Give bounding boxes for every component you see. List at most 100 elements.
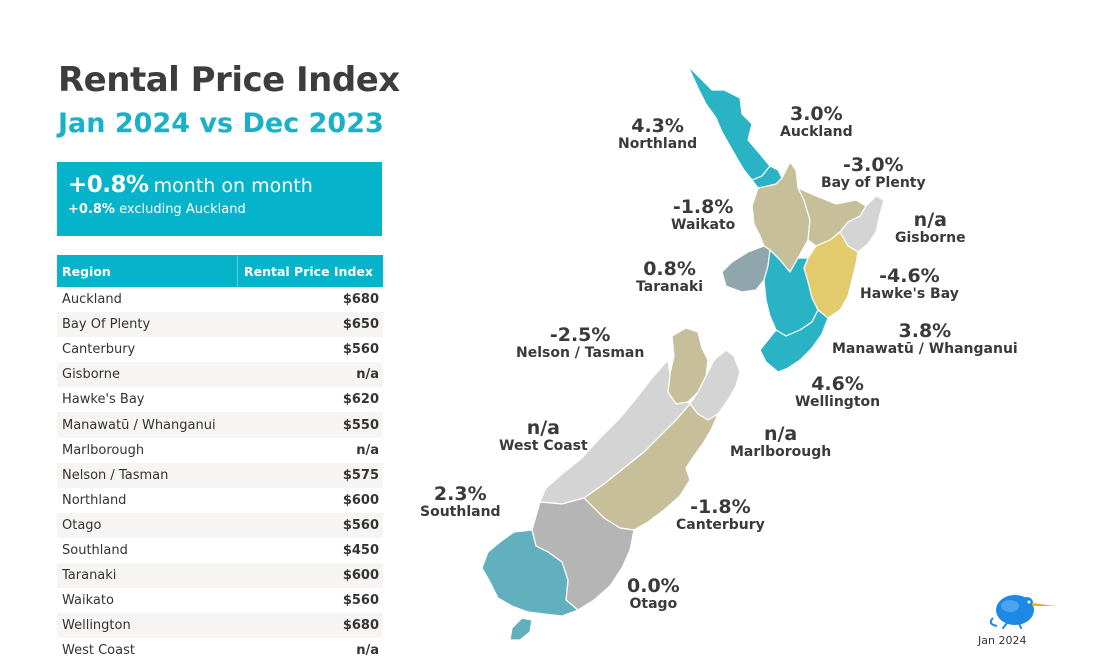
map-region-wellington[interactable]: [759, 309, 829, 373]
change-value: 2.3%: [433, 483, 487, 505]
change-value: 0.0%: [627, 575, 680, 597]
region-name: Hawke's Bay: [860, 286, 959, 302]
row-region: Southland: [62, 542, 128, 558]
row-value: $620: [342, 392, 379, 408]
region-name: Southland: [420, 504, 501, 520]
region-name: Waikato: [671, 217, 736, 233]
table-row: Southland $450: [57, 538, 383, 563]
change-value: -4.6%: [879, 265, 940, 287]
region-name: Auckland: [780, 124, 853, 140]
change-value: 3.8%: [898, 320, 952, 342]
row-value: $600: [237, 563, 383, 589]
region-name: Nelson / Tasman: [516, 345, 645, 361]
map-label-taranaki: 0.8% Taranaki: [636, 259, 703, 295]
map-label-marlborough: n/a Marlborough: [730, 424, 831, 460]
row-region: Auckland: [62, 292, 122, 308]
table-row: Northland $600: [57, 488, 383, 513]
column-header-region[interactable]: Region: [57, 255, 238, 287]
row-value: $575: [237, 462, 383, 488]
table-row: Bay Of Plenty $650: [57, 312, 383, 338]
map-label-southland: 2.3% Southland: [420, 484, 501, 520]
summary-headline: +0.8% month on month: [68, 172, 371, 198]
row-region: Nelson / Tasman: [57, 462, 238, 488]
rental-price-table: Region Rental Price Index Auckland $680 B…: [57, 255, 383, 663]
page-title: Rental Price Index: [58, 60, 400, 100]
table-row: Hawke's Bay $620: [57, 387, 383, 412]
row-region: Hawke's Bay: [62, 392, 145, 408]
row-value: $550: [237, 412, 383, 438]
map-label-bay-of-plenty: -3.0% Bay of Plenty: [821, 155, 926, 191]
region-name: West Coast: [499, 438, 588, 454]
map-region-southland[interactable]: [481, 529, 579, 617]
table-row: Manawatū / Whanganui $550: [57, 412, 383, 438]
change-value: -1.8%: [690, 496, 751, 518]
region-name: Wellington: [795, 394, 881, 410]
table-row: Auckland $680: [57, 287, 383, 312]
kiwi-bird-logo: [989, 595, 1055, 629]
map-label-waikato: -1.8% Waikato: [671, 197, 735, 233]
map-region-stewart-island[interactable]: [509, 617, 533, 641]
footer-date: Jan 2024: [978, 634, 1027, 647]
row-region: Northland: [62, 492, 127, 508]
secondary-value: +0.8%: [68, 202, 115, 217]
region-name: Manawatū / Whanganui: [832, 341, 1018, 357]
map-region-canterbury[interactable]: [583, 403, 719, 531]
region-name: Otago: [629, 596, 678, 612]
change-value: -2.5%: [549, 324, 611, 346]
row-value: $450: [342, 542, 379, 558]
region-name: Northland: [618, 136, 698, 152]
region-name: Taranaki: [636, 279, 704, 295]
table-row: Wellington $680: [57, 613, 383, 639]
region-name: Canterbury: [676, 517, 765, 533]
table-row: Waikato $560: [57, 588, 383, 613]
summary-secondary: +0.8% excluding Auckland: [68, 202, 371, 217]
row-region: Marlborough: [62, 442, 145, 458]
row-value: n/a: [356, 643, 379, 659]
table-row: Marlborough n/a: [57, 438, 383, 463]
headline-value: +0.8%: [68, 172, 149, 198]
map-label-wellington: 4.6% Wellington: [795, 374, 880, 410]
change-value: n/a: [763, 423, 798, 445]
map-label-auckland: 3.0% Auckland: [780, 104, 853, 140]
summary-card: +0.8% month on month +0.8% excluding Auc…: [57, 162, 382, 236]
map-label-west-coast: n/a West Coast: [499, 418, 588, 454]
row-region: Gisborne: [57, 362, 238, 388]
row-value: $650: [237, 312, 383, 338]
change-value: 0.8%: [643, 258, 696, 280]
map-label-nelson-tasman: -2.5% Nelson / Tasman: [516, 325, 644, 361]
map-region-taranaki[interactable]: [721, 245, 771, 293]
row-region: West Coast: [62, 643, 135, 659]
map-label-northland: 4.3% Northland: [618, 116, 697, 152]
row-value: $600: [342, 492, 379, 508]
row-region: Manawatū / Whanganui: [57, 412, 238, 438]
change-value: -3.0%: [843, 154, 904, 176]
change-value: -1.8%: [672, 196, 734, 218]
headline-text: month on month: [153, 175, 313, 197]
region-name: Bay of Plenty: [821, 175, 926, 191]
row-region: Wellington: [57, 613, 238, 639]
row-region: Taranaki: [57, 563, 238, 589]
map-label-gisborne: n/a Gisborne: [895, 210, 966, 246]
row-region: Bay Of Plenty: [57, 312, 238, 338]
row-value: $680: [237, 613, 383, 639]
change-value: 3.0%: [789, 103, 843, 125]
table-row: Taranaki $600: [57, 563, 383, 589]
change-value: 4.6%: [811, 373, 864, 395]
map-region-northland[interactable]: [687, 65, 771, 181]
table-row: Otago $560: [57, 512, 383, 538]
table-row: Gisborne n/a: [57, 362, 383, 388]
row-value: n/a: [237, 362, 383, 388]
page-subtitle: Jan 2024 vs Dec 2023: [58, 108, 384, 139]
map-label-manawatu: 3.8% Manawatū / Whanganui: [832, 321, 1018, 357]
table-header-row: Region Rental Price Index: [57, 255, 383, 287]
row-value: n/a: [356, 442, 379, 458]
secondary-text: excluding Auckland: [119, 202, 246, 217]
row-value: $560: [342, 593, 379, 609]
region-name: Marlborough: [730, 444, 832, 460]
row-region: Waikato: [62, 593, 114, 609]
map-region-gisborne[interactable]: [839, 195, 885, 253]
map-label-canterbury: -1.8% Canterbury: [676, 497, 765, 533]
column-header-index[interactable]: Rental Price Index: [237, 255, 383, 287]
change-value: n/a: [526, 417, 560, 439]
